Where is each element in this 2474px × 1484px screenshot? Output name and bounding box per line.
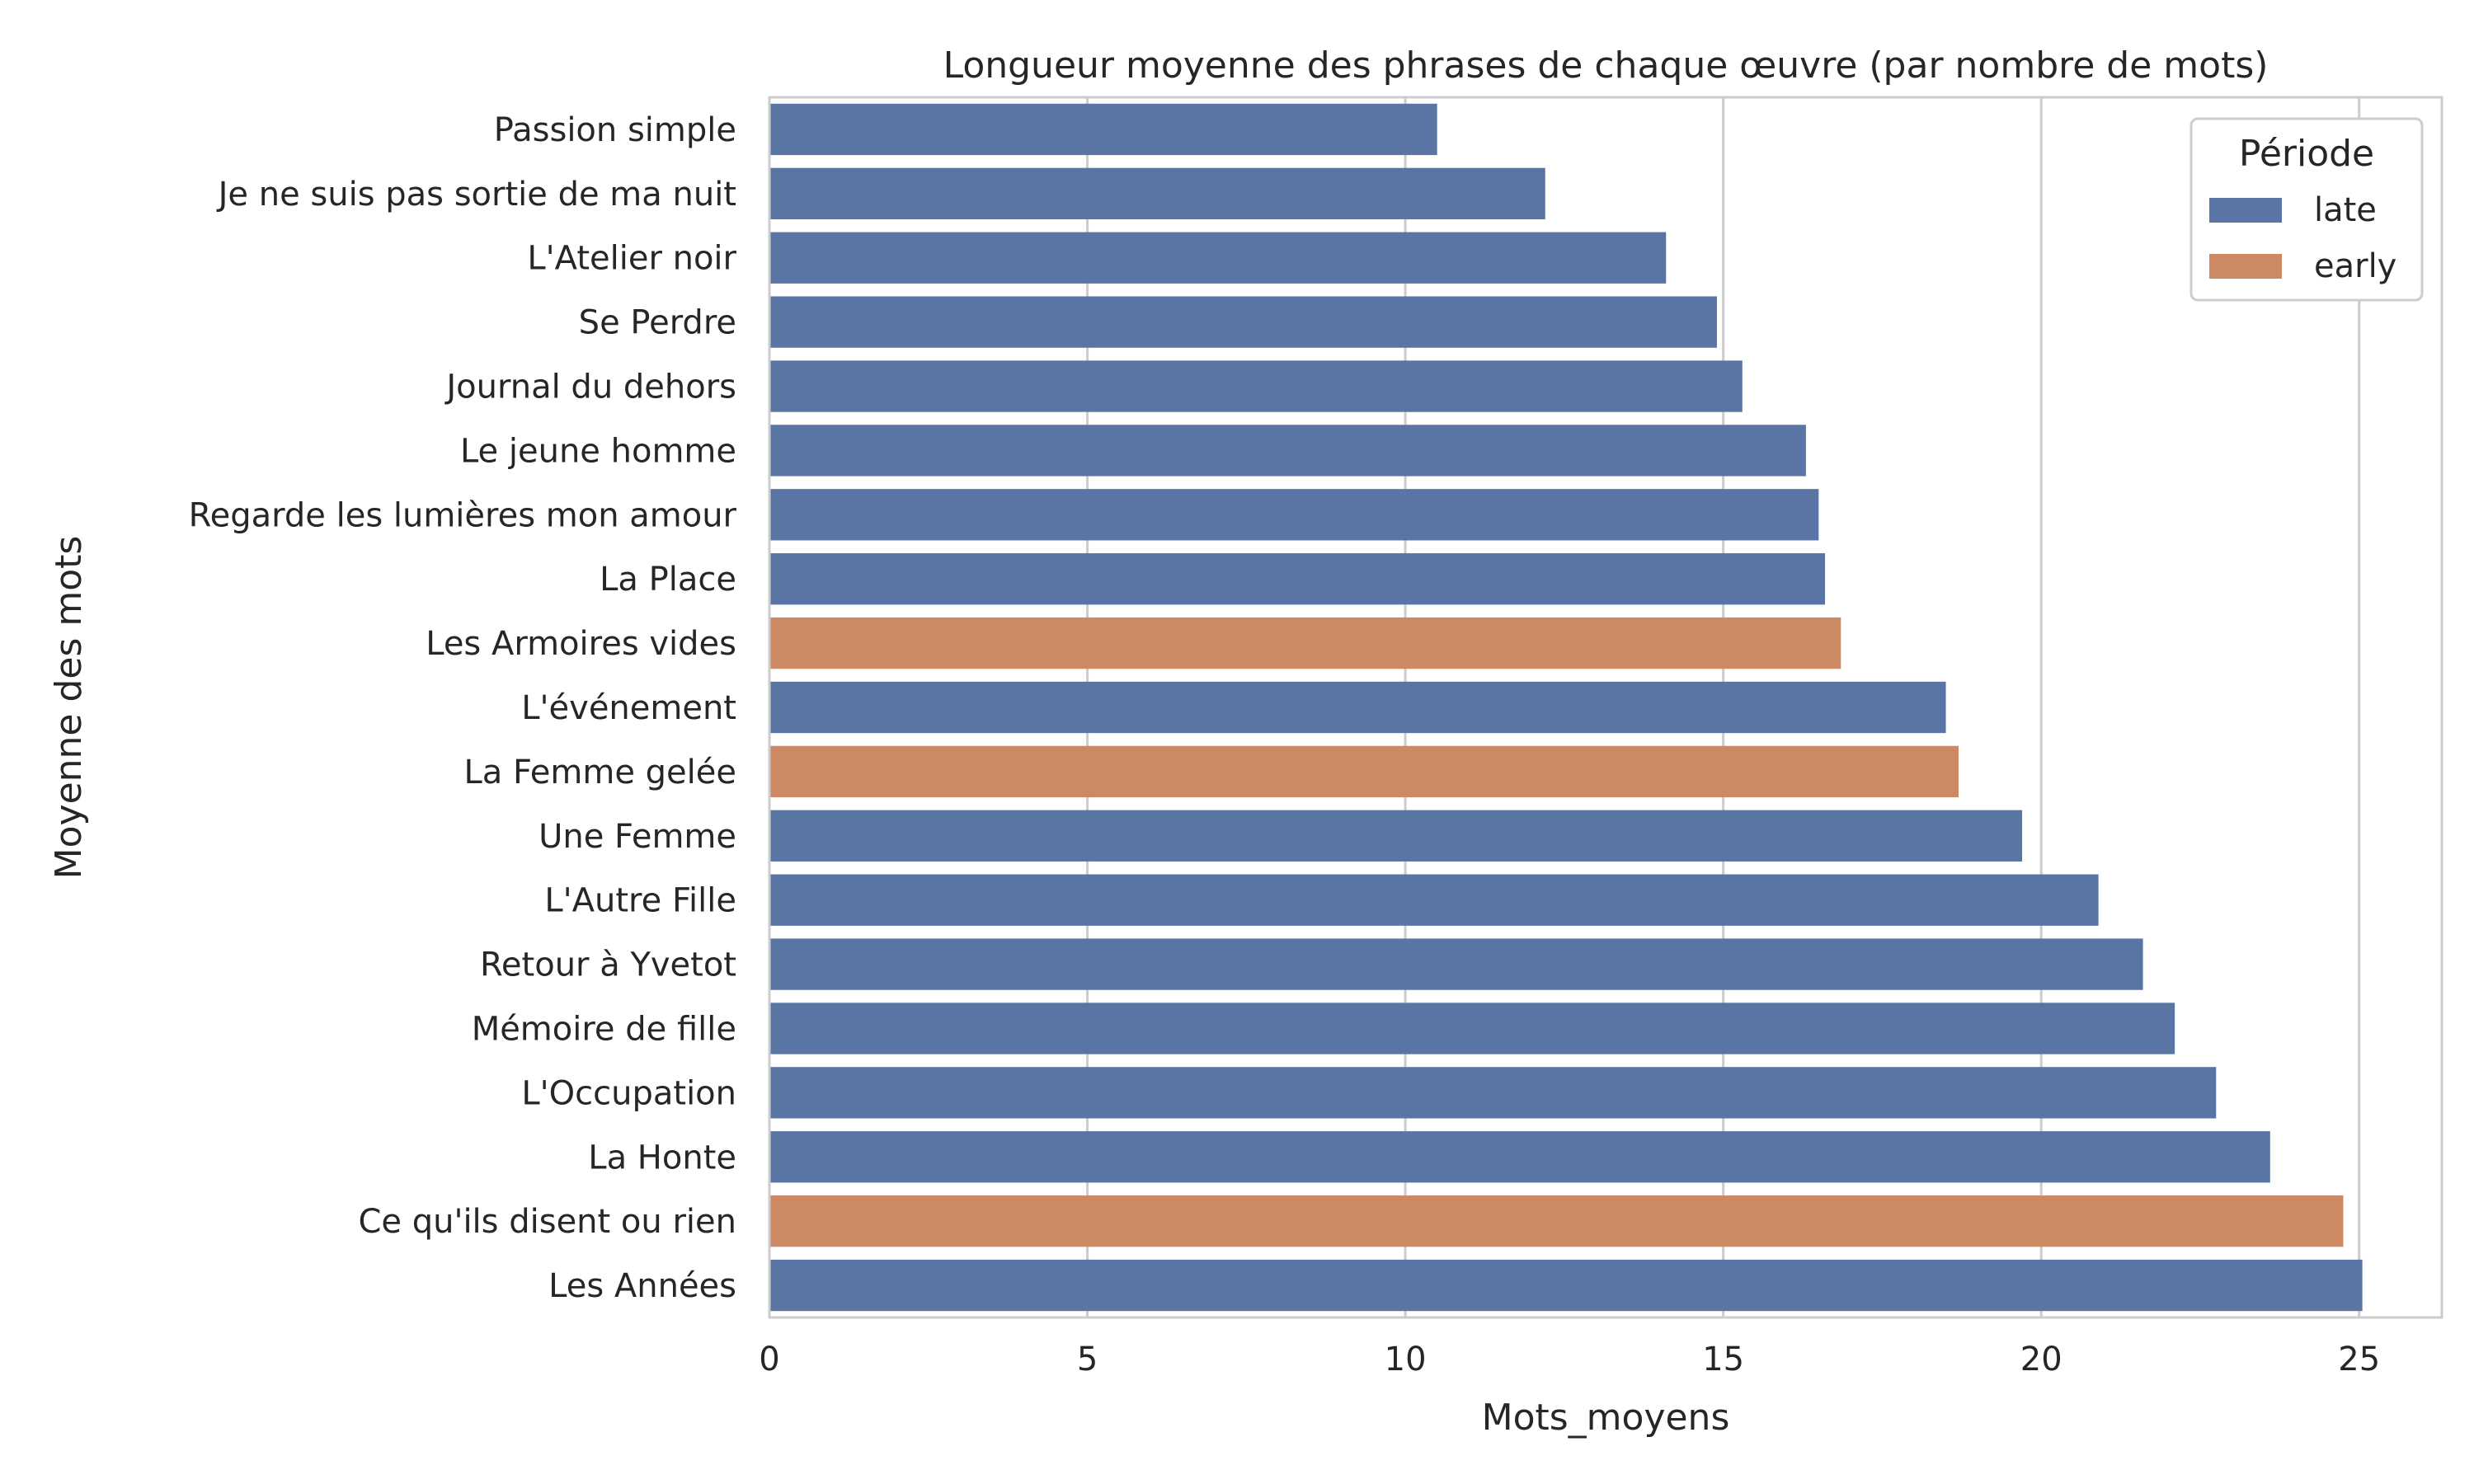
bar	[769, 553, 1826, 605]
bar	[769, 938, 2143, 990]
y-tick-label: L'Autre Fille	[544, 882, 736, 920]
y-tick-label: Les Années	[548, 1267, 736, 1305]
x-tick-label: 20	[2020, 1341, 2062, 1378]
bar	[769, 296, 1717, 348]
legend-label-late: late	[2314, 191, 2377, 229]
bar	[769, 232, 1667, 284]
y-tick-label: Se Perdre	[579, 304, 736, 342]
x-tick-label: 25	[2338, 1341, 2380, 1378]
plot-frame	[768, 96, 2443, 1319]
y-tick-labels: Passion simple Je ne suis pas sortie de m…	[189, 111, 737, 1305]
bar	[769, 167, 1545, 219]
bar	[769, 745, 1959, 798]
bar	[769, 425, 1806, 477]
legend-label-early: early	[2314, 247, 2396, 285]
legend-swatch-early	[2209, 254, 2282, 279]
bar	[769, 1003, 2175, 1054]
legend-swatch-late	[2209, 198, 2282, 223]
bar	[769, 360, 1743, 412]
bar	[769, 103, 1437, 156]
x-tick-labels: 0 5 10 15 20 25	[759, 1341, 2380, 1378]
y-tick-label: Le jeune homme	[460, 432, 736, 470]
x-axis-label: Mots_moyens	[1482, 1397, 1730, 1439]
y-tick-label: Regarde les lumières mon amour	[189, 496, 737, 534]
y-tick-label: Passion simple	[494, 111, 736, 149]
y-tick-label: L'événement	[521, 689, 736, 727]
chart-title: Longueur moyenne des phrases de chaque œ…	[943, 45, 2269, 87]
bar	[769, 1067, 2217, 1119]
x-tick-label: 15	[1702, 1341, 1744, 1378]
bar	[769, 874, 2099, 926]
x-tick-label: 10	[1385, 1341, 1427, 1378]
legend-title: Période	[2239, 133, 2374, 175]
y-tick-label: L'Atelier noir	[527, 240, 736, 278]
y-axis-label: Moyenne des mots	[48, 536, 90, 880]
bar	[769, 489, 1819, 541]
y-tick-label: La Femme gelée	[463, 754, 736, 791]
y-tick-label: Journal du dehors	[444, 369, 736, 406]
bar	[769, 1259, 2363, 1312]
y-tick-label: Je ne suis pas sortie de ma nuit	[216, 176, 736, 214]
y-tick-label: L'Occupation	[521, 1074, 736, 1112]
bar	[769, 1131, 2270, 1183]
bar	[769, 681, 1946, 734]
y-tick-label: Les Armoires vides	[426, 625, 736, 663]
bar	[769, 810, 2023, 862]
y-tick-label: Retour à Yvetot	[480, 946, 736, 984]
y-tick-label: La Honte	[588, 1139, 736, 1176]
bar	[769, 1195, 2344, 1247]
y-tick-label: Une Femme	[539, 818, 736, 856]
y-tick-label: Mémoire de fille	[472, 1010, 736, 1048]
x-tick-label: 0	[759, 1341, 779, 1378]
legend: Période late early	[2189, 117, 2424, 302]
y-tick-label: La Place	[600, 561, 736, 599]
bars-layer	[769, 103, 2363, 1312]
x-tick-label: 5	[1077, 1341, 1098, 1378]
bar	[769, 617, 1841, 669]
y-tick-label: Ce qu'ils disent ou rien	[358, 1203, 736, 1241]
